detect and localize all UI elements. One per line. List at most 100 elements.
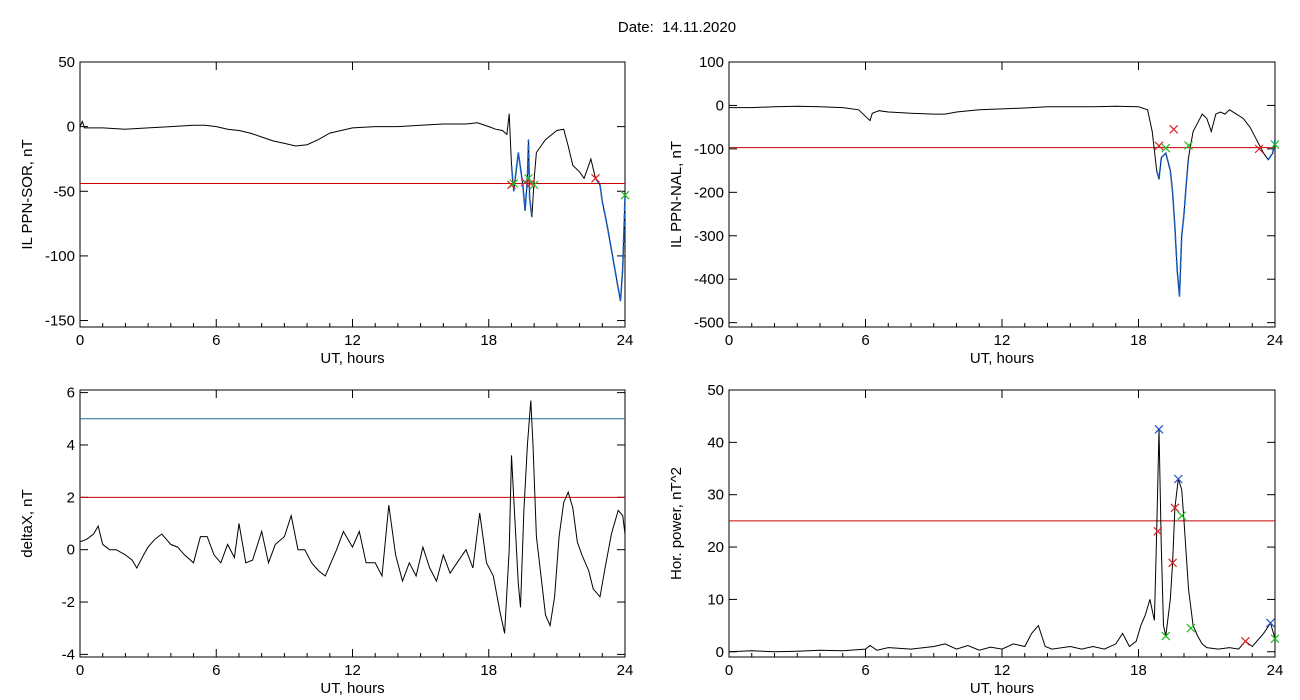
plot-frame bbox=[79, 61, 626, 328]
cross-stroke bbox=[1169, 124, 1179, 134]
cross-stroke bbox=[1241, 636, 1250, 646]
y-tick-label: -500 bbox=[694, 315, 724, 332]
x-tick-label: 6 bbox=[212, 332, 220, 349]
cross-marker bbox=[591, 173, 600, 183]
y-tick-label: -150 bbox=[45, 313, 75, 330]
cross-marker bbox=[509, 179, 519, 188]
x-tick-label: 12 bbox=[994, 332, 1011, 349]
page-title: Date: 14.11.2020 bbox=[617, 19, 737, 36]
chart-panel-1: 0 6 12 18 24 50 0 -50 -100 -150 UT, hours IL PPN-SO… bbox=[19, 54, 633, 367]
x-tick-label: 0 bbox=[725, 332, 733, 349]
cross-stroke bbox=[1186, 623, 1196, 633]
cross-stroke bbox=[526, 179, 536, 188]
cross-marker bbox=[1161, 143, 1171, 153]
cross-stroke bbox=[524, 173, 533, 183]
cross-marker bbox=[1161, 631, 1171, 641]
y-tick-label: -4 bbox=[62, 646, 75, 663]
cross-marker bbox=[1270, 140, 1280, 149]
x-tick-label: 24 bbox=[1267, 332, 1284, 349]
cross-marker bbox=[1186, 623, 1196, 633]
series-line bbox=[728, 429, 1276, 653]
y-tick-label: -100 bbox=[694, 141, 724, 158]
plot-frame bbox=[728, 61, 1276, 328]
y-tick-label: 0 bbox=[67, 542, 75, 559]
highlight-segment bbox=[1155, 151, 1190, 297]
y-tick-label: 10 bbox=[707, 591, 724, 608]
cross-marker bbox=[1173, 474, 1183, 484]
x-tick-label: 6 bbox=[861, 332, 869, 349]
cross-marker bbox=[529, 180, 539, 190]
x-axis-label: UT, hours bbox=[320, 680, 384, 697]
x-axis-label: UT, hours bbox=[970, 680, 1034, 697]
cross-stroke bbox=[591, 173, 600, 183]
cross-marker bbox=[1241, 636, 1250, 646]
x-tick-label: 18 bbox=[480, 662, 497, 679]
x-tick-label: 18 bbox=[480, 332, 497, 349]
y-tick-label: 0 bbox=[716, 644, 724, 661]
y-tick-label: 100 bbox=[699, 54, 724, 71]
chart-panel-2: 0 6 12 18 24 100 0 -100 -200 -300 -400 -500 UT, hour… bbox=[668, 54, 1283, 367]
y-tick-label: -50 bbox=[53, 183, 75, 200]
y-tick-label: 4 bbox=[67, 437, 75, 454]
x-tick-label: 12 bbox=[344, 662, 361, 679]
chart-panel-3: 0 6 12 18 24 6 4 2 0 -2 -4 UT, hours deltaX, nT bbox=[19, 385, 633, 697]
y-tick-label: 2 bbox=[67, 489, 75, 506]
cross-stroke bbox=[1173, 474, 1183, 484]
cross-stroke bbox=[1270, 140, 1280, 149]
y-axis-label: deltaX, nT bbox=[19, 489, 36, 557]
cross-marker bbox=[1184, 140, 1193, 150]
x-tick-label: 12 bbox=[344, 332, 361, 349]
y-tick-label: -200 bbox=[694, 184, 724, 201]
cross-stroke bbox=[1161, 143, 1171, 153]
x-tick-label: 0 bbox=[76, 662, 84, 679]
cross-stroke bbox=[1254, 144, 1264, 154]
cross-marker bbox=[1254, 144, 1264, 154]
cross-stroke bbox=[1184, 140, 1193, 150]
x-tick-label: 24 bbox=[1267, 662, 1284, 679]
y-tick-label: 50 bbox=[707, 382, 724, 399]
x-tick-label: 18 bbox=[1130, 662, 1147, 679]
x-axis-label: UT, hours bbox=[320, 350, 384, 367]
y-tick-label: 6 bbox=[67, 385, 75, 402]
y-axis-label: IL PPN-NAL, nT bbox=[668, 141, 685, 248]
cross-stroke bbox=[620, 190, 630, 200]
cross-marker bbox=[1154, 424, 1164, 434]
x-tick-label: 6 bbox=[861, 662, 869, 679]
x-tick-label: 12 bbox=[994, 662, 1011, 679]
cross-marker bbox=[507, 180, 516, 190]
x-tick-label: 24 bbox=[617, 662, 634, 679]
cross-stroke bbox=[1154, 424, 1164, 434]
cross-stroke bbox=[1270, 634, 1280, 644]
y-axis-label: IL PPN-SOR, nT bbox=[19, 139, 36, 249]
x-tick-label: 6 bbox=[212, 662, 220, 679]
chart-panel-4: 0 6 12 18 24 50 40 30 20 10 0 UT, hours Hor. power, … bbox=[668, 382, 1283, 697]
highlight-segment bbox=[594, 177, 626, 302]
cross-stroke bbox=[1153, 526, 1163, 536]
y-tick-label: -100 bbox=[45, 248, 75, 265]
series-line bbox=[79, 113, 626, 302]
x-tick-label: 0 bbox=[76, 332, 84, 349]
cross-marker bbox=[620, 190, 630, 200]
cross-marker bbox=[1177, 511, 1187, 521]
cross-stroke bbox=[507, 180, 516, 190]
cross-stroke bbox=[529, 180, 539, 190]
y-tick-label: 40 bbox=[707, 434, 724, 451]
cross-stroke bbox=[1161, 631, 1171, 641]
cross-marker bbox=[1154, 141, 1164, 151]
cross-marker bbox=[1270, 634, 1280, 644]
plot-frame bbox=[79, 389, 626, 658]
cross-stroke bbox=[1170, 503, 1180, 513]
cross-marker bbox=[1170, 503, 1180, 513]
cross-marker bbox=[1153, 526, 1163, 536]
x-tick-label: 18 bbox=[1130, 332, 1147, 349]
plot-frame bbox=[728, 389, 1276, 658]
x-tick-label: 0 bbox=[725, 662, 733, 679]
y-tick-label: 20 bbox=[707, 539, 724, 556]
y-tick-label: 0 bbox=[716, 97, 724, 114]
y-axis-label: Hor. power, nT^2 bbox=[668, 467, 685, 580]
x-tick-label: 24 bbox=[617, 332, 634, 349]
y-tick-label: 0 bbox=[67, 119, 75, 136]
cross-marker bbox=[1266, 618, 1275, 628]
cross-stroke bbox=[1177, 511, 1187, 521]
